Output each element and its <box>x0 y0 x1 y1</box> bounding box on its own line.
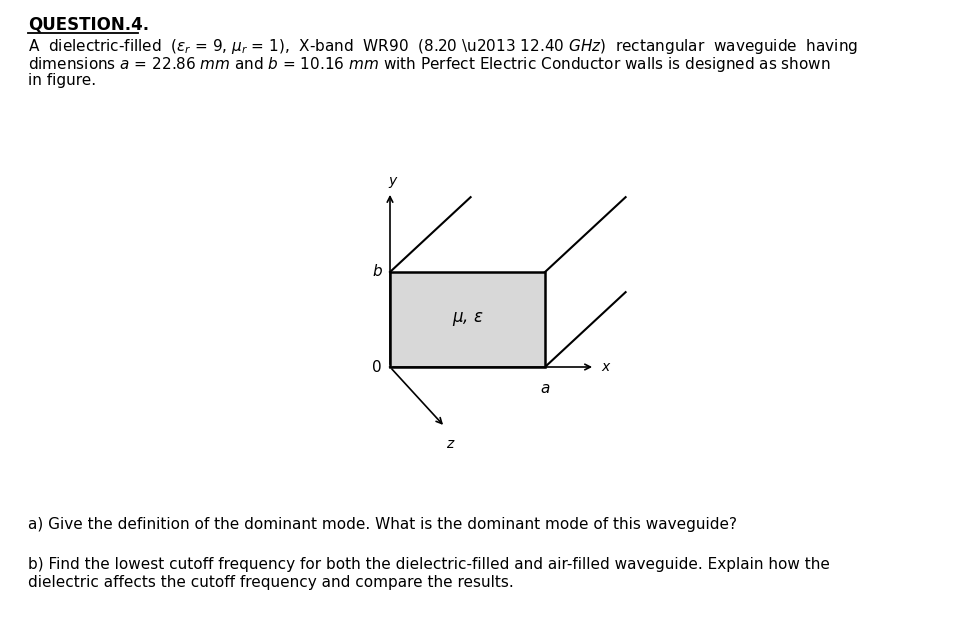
Text: x: x <box>601 360 609 374</box>
Text: dielectric affects the cutoff frequency and compare the results.: dielectric affects the cutoff frequency … <box>28 575 514 590</box>
Text: $\mu$, $\varepsilon$: $\mu$, $\varepsilon$ <box>451 310 484 329</box>
Polygon shape <box>390 272 545 367</box>
Text: z: z <box>447 437 453 451</box>
Text: in figure.: in figure. <box>28 73 96 88</box>
Text: b: b <box>373 264 382 280</box>
Text: a: a <box>540 381 550 396</box>
Text: A  dielectric-filled  ($\varepsilon_r$ = 9, $\mu_r$ = 1),  X-band  WR90  (8.20 \: A dielectric-filled ($\varepsilon_r$ = 9… <box>28 37 858 56</box>
Text: a) Give the definition of the dominant mode. What is the dominant mode of this w: a) Give the definition of the dominant m… <box>28 517 737 532</box>
Text: dimensions $a$ = 22.86 $mm$ and $b$ = 10.16 $mm$ with Perfect Electric Conductor: dimensions $a$ = 22.86 $mm$ and $b$ = 10… <box>28 55 831 74</box>
Text: 0: 0 <box>373 359 382 375</box>
Text: y: y <box>388 174 396 188</box>
Text: b) Find the lowest cutoff frequency for both the dielectric-filled and air-fille: b) Find the lowest cutoff frequency for … <box>28 557 830 572</box>
Text: QUESTION.4.: QUESTION.4. <box>28 15 149 33</box>
